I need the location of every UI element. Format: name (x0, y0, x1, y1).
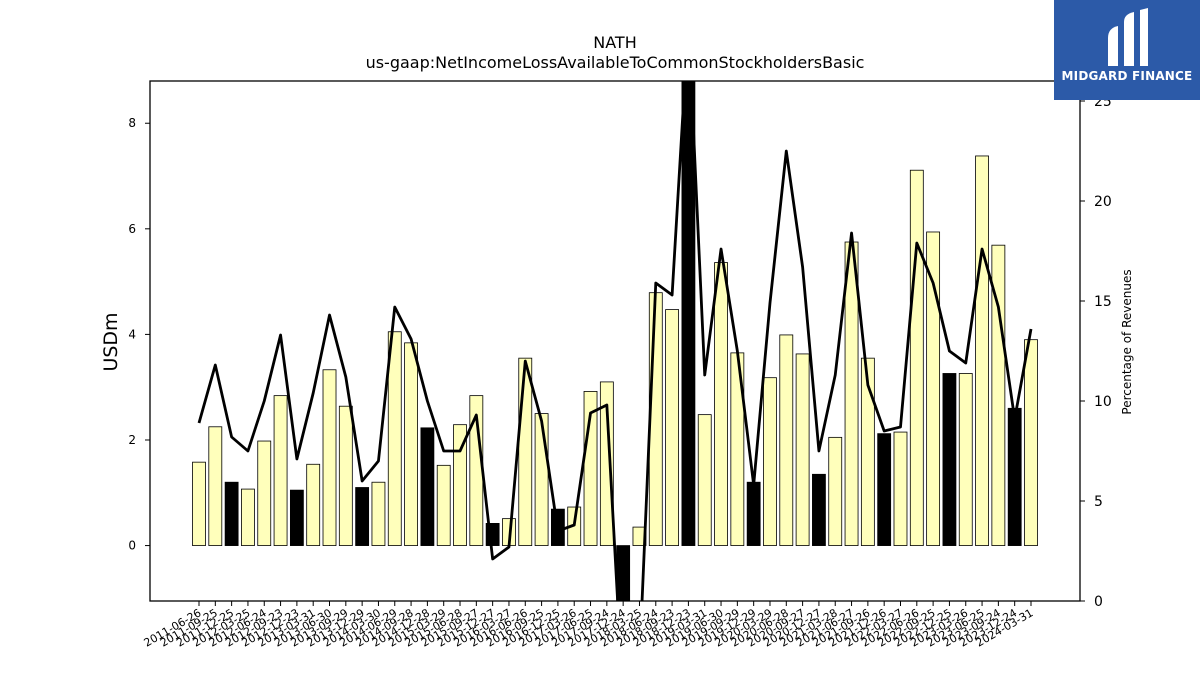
bar-2019-03-31 (697, 414, 712, 546)
bar-2021-03-28 (828, 436, 843, 546)
bar-2020-12-27 (812, 473, 826, 546)
bar-2012-12-23 (289, 489, 304, 546)
bar-2022-06-26 (909, 169, 924, 546)
bar-2023-12-24 (1007, 407, 1022, 546)
y2-tick-label: 20 (1094, 194, 1112, 210)
bar-2014-09-28 (404, 342, 418, 546)
bar-2022-12-25 (942, 373, 957, 546)
bar-2012-03-25 (241, 488, 255, 546)
axes: 0246805101520252011-06-262011-09-252011-… (128, 80, 1112, 650)
bar-2014-12-28 (420, 427, 435, 546)
bar-2019-12-29 (746, 481, 761, 546)
y-tick-label: 2 (128, 433, 136, 447)
bar-2020-09-27 (795, 353, 810, 546)
y2-tick-label: 0 (1094, 594, 1103, 610)
bar-2013-03-31 (306, 463, 321, 546)
y2-tick-label: 5 (1094, 494, 1103, 510)
bar-2016-06-26 (518, 357, 533, 546)
chart-subtitle: us-gaap:NetIncomeLossAvailableToCommonSt… (366, 53, 865, 72)
bar-2018-09-23 (665, 309, 679, 546)
bar-2021-12-26 (877, 433, 892, 546)
bar-group (192, 81, 1038, 601)
bar-2022-03-27 (893, 431, 908, 546)
bar-2018-12-23 (681, 81, 696, 546)
bar-2013-06-30 (322, 369, 337, 546)
bar-2011-12-25 (224, 481, 239, 546)
chart-title: NATH (593, 33, 636, 52)
bar-2021-09-26 (860, 357, 875, 546)
y-tick-label: 8 (128, 116, 136, 130)
bar-2016-09-25 (534, 413, 549, 546)
bar-2017-09-24 (599, 381, 614, 546)
bar-2011-06-26 (192, 461, 206, 546)
bar-2012-06-24 (257, 440, 272, 546)
bar-2011-09-25 (208, 426, 223, 546)
bar-2024-03-31 (1024, 339, 1038, 546)
bar-2020-03-29 (763, 377, 777, 546)
bar-2015-03-29 (436, 464, 451, 546)
line-group (197, 81, 1033, 601)
logo-text: MIDGARD FINANCE (1061, 69, 1193, 83)
bar-2019-06-30 (714, 262, 728, 546)
bar-2013-09-29 (338, 405, 353, 546)
bar-2014-06-29 (387, 331, 402, 546)
bar-2014-03-30 (371, 481, 386, 546)
brand-logo: MIDGARD FINANCE (1054, 0, 1200, 100)
y2-axis-label: Percentage of Revenues (1120, 269, 1134, 414)
bar-2012-09-23 (273, 395, 288, 546)
y-tick-label: 6 (128, 222, 136, 236)
plot-frame (149, 80, 1081, 602)
bar-2023-03-26 (958, 373, 973, 546)
y2-tick-label: 15 (1094, 294, 1112, 310)
y2-tick-label: 10 (1094, 394, 1112, 410)
midgard-logo-icon (1108, 8, 1148, 66)
bar-2013-12-29 (355, 487, 370, 546)
y-tick-label: 4 (128, 327, 136, 341)
percentage-line (197, 81, 1033, 601)
bar-2022-09-25 (926, 231, 941, 546)
y-tick-label: 0 (128, 539, 136, 553)
y-axis-label: USDm (100, 312, 122, 371)
bar-2020-06-28 (779, 334, 794, 546)
bar-2023-06-25 (975, 155, 989, 546)
bar-2015-06-28 (453, 424, 467, 546)
